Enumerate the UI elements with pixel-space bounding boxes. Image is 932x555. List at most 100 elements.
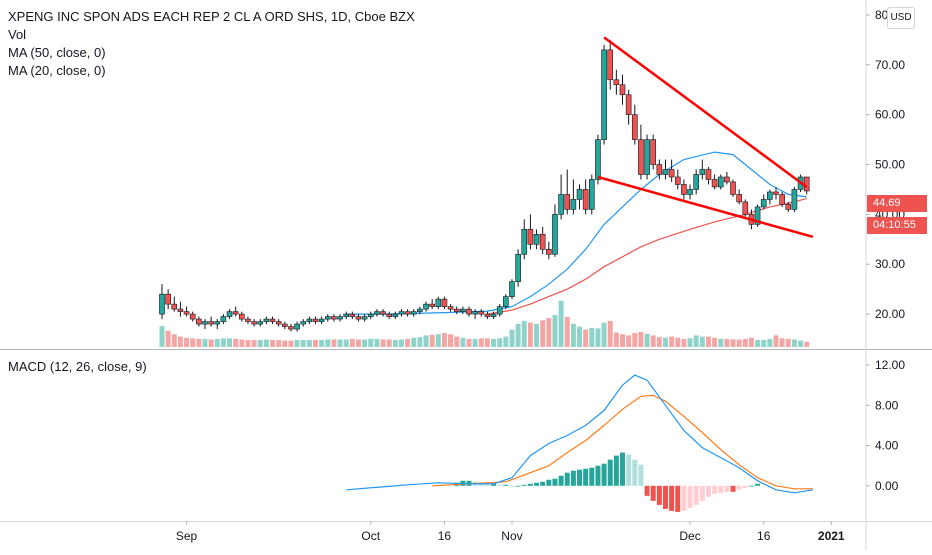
candle-body[interactable] <box>214 321 221 325</box>
candle-body[interactable] <box>331 316 337 320</box>
candle-body[interactable] <box>441 298 448 307</box>
candle-body[interactable] <box>312 318 319 322</box>
candle-body[interactable] <box>503 296 509 307</box>
candle-body[interactable] <box>631 114 638 140</box>
candle-body[interactable] <box>613 79 620 86</box>
candle-body[interactable] <box>453 308 460 312</box>
candle-body[interactable] <box>460 308 466 312</box>
candle-body[interactable] <box>767 191 773 200</box>
candle-body[interactable] <box>674 176 681 185</box>
candle-body[interactable] <box>361 316 368 320</box>
candle-body[interactable] <box>417 308 423 312</box>
candle-body[interactable] <box>736 194 742 203</box>
candle-body[interactable] <box>318 318 325 322</box>
candle-body[interactable] <box>177 308 184 312</box>
candle-body[interactable] <box>687 189 693 195</box>
candle-body[interactable] <box>374 311 380 315</box>
trendline[interactable] <box>597 175 814 239</box>
candle-body[interactable] <box>423 303 429 310</box>
candle-body[interactable] <box>601 49 607 140</box>
candle-body[interactable] <box>251 321 257 325</box>
candle-body[interactable] <box>324 316 331 320</box>
macd-axis[interactable]: 12.00 8.00 4.00 0.00 <box>866 358 905 493</box>
candle-body[interactable] <box>619 84 626 96</box>
candle-body[interactable] <box>595 139 601 180</box>
candle-body[interactable] <box>779 194 785 205</box>
candle-body[interactable] <box>220 316 227 322</box>
candle-body[interactable] <box>343 313 350 317</box>
candle-body[interactable] <box>730 181 736 195</box>
candle-body[interactable] <box>288 326 294 330</box>
candle-body[interactable] <box>281 323 288 327</box>
candle-body[interactable] <box>306 318 313 322</box>
candle-body[interactable] <box>791 189 798 210</box>
candle-body[interactable] <box>349 313 356 317</box>
candle-body[interactable] <box>576 189 583 200</box>
candle-body[interactable] <box>533 234 540 245</box>
candlesticks[interactable] <box>159 39 810 332</box>
candle-body[interactable] <box>294 323 300 330</box>
candle-body[interactable] <box>705 169 712 180</box>
candle-body[interactable] <box>644 139 650 175</box>
candle-body[interactable] <box>539 234 546 250</box>
candle-body[interactable] <box>355 316 362 320</box>
candle-body[interactable] <box>269 318 276 322</box>
candle-body[interactable] <box>662 169 669 175</box>
candle-body[interactable] <box>263 318 270 322</box>
candle-body[interactable] <box>546 248 552 255</box>
candle-body[interactable] <box>582 189 589 210</box>
time-axis[interactable]: Sep Oct 16 Nov Dec 16 2021 <box>0 521 932 543</box>
candle-body[interactable] <box>785 204 792 210</box>
candle-body[interactable] <box>558 194 564 215</box>
candle-body[interactable] <box>656 164 663 175</box>
candle-body[interactable] <box>638 139 644 175</box>
candle-body[interactable] <box>466 308 472 315</box>
candle-body[interactable] <box>760 199 767 208</box>
candle-body[interactable] <box>564 194 571 210</box>
candle-body[interactable] <box>208 321 214 325</box>
volume-legend[interactable]: Vol <box>8 27 27 42</box>
currency-button[interactable]: USD <box>887 7 915 29</box>
symbol-title[interactable]: XPENG INC SPON ADS EACH REP 2 CL A ORD S… <box>8 9 415 24</box>
candle-body[interactable] <box>742 201 749 215</box>
candle-body[interactable] <box>337 316 343 320</box>
candle-body[interactable] <box>625 94 632 115</box>
macd-legend[interactable]: MACD (12, 26, close, 9) <box>8 359 147 374</box>
candle-body[interactable] <box>429 303 435 307</box>
candle-body[interactable] <box>380 311 386 315</box>
candle-body[interactable] <box>472 311 478 315</box>
candle-body[interactable] <box>159 293 165 315</box>
candle-body[interactable] <box>183 311 190 315</box>
candle-body[interactable] <box>196 318 202 325</box>
candle-body[interactable] <box>699 169 706 175</box>
candle-body[interactable] <box>392 313 399 317</box>
candle-body[interactable] <box>650 139 657 165</box>
candle-body[interactable] <box>478 311 485 315</box>
candle-body[interactable] <box>367 313 374 317</box>
candle-body[interactable] <box>398 311 405 315</box>
candle-body[interactable] <box>693 174 699 190</box>
candle-body[interactable] <box>202 321 208 325</box>
candle-body[interactable] <box>570 199 577 210</box>
candle-body[interactable] <box>681 184 687 195</box>
trendline[interactable] <box>603 36 808 188</box>
ma20-legend[interactable]: MA (20, close, 0) <box>8 63 106 78</box>
candle-body[interactable] <box>386 313 392 317</box>
candle-body[interactable] <box>435 298 442 307</box>
candle-body[interactable] <box>257 321 264 325</box>
candle-body[interactable] <box>245 318 251 322</box>
candle-body[interactable] <box>496 306 503 315</box>
candle-body[interactable] <box>300 321 307 325</box>
candle-body[interactable] <box>484 313 491 317</box>
trendlines[interactable] <box>597 36 814 239</box>
candle-body[interactable] <box>171 303 178 310</box>
candle-body[interactable] <box>527 229 534 245</box>
candle-body[interactable] <box>803 176 810 192</box>
ma50-legend[interactable]: MA (50, close, 0) <box>8 45 106 60</box>
candle-body[interactable] <box>711 179 718 188</box>
candle-body[interactable] <box>717 176 724 188</box>
candle-body[interactable] <box>404 311 411 315</box>
candle-body[interactable] <box>410 311 417 315</box>
